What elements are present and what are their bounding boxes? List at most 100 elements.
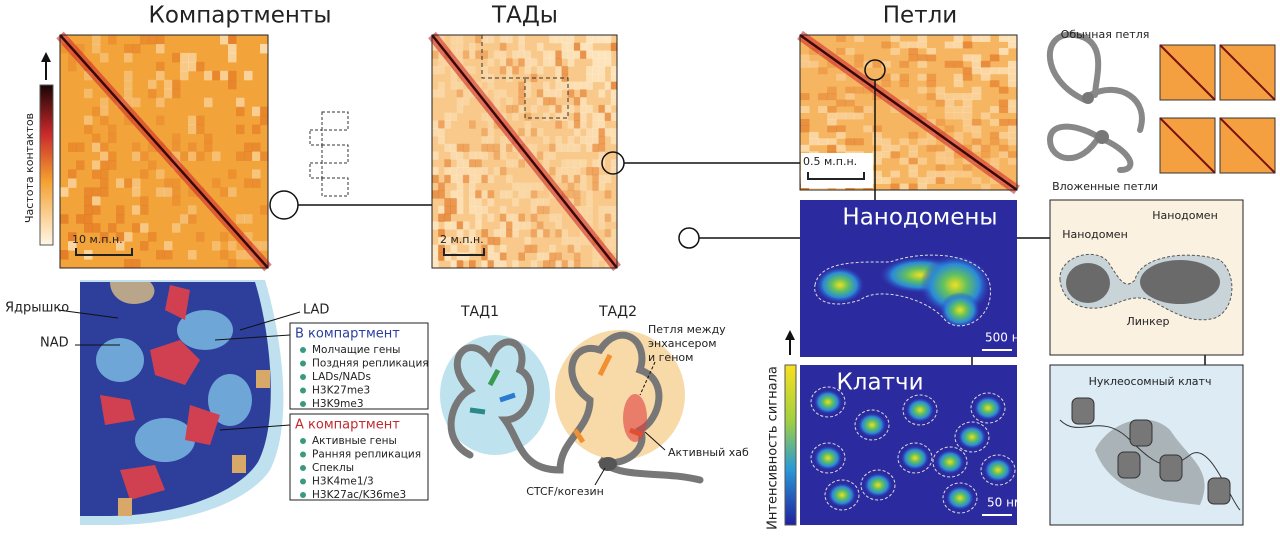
heatmap-cell xyxy=(610,81,618,90)
heatmap-cell xyxy=(536,42,544,52)
heatmap-cell xyxy=(469,205,476,215)
heatmap-cell xyxy=(499,66,507,75)
heatmap-cell xyxy=(148,142,157,152)
heatmap-cell xyxy=(580,205,587,215)
heatmap-cell xyxy=(543,205,550,215)
heatmap-cell xyxy=(438,236,445,246)
heatmap-cell xyxy=(180,70,189,81)
heatmap-cell xyxy=(506,229,513,238)
heatmap-cell xyxy=(971,131,982,139)
heatmap-cell xyxy=(220,250,229,260)
heatmap-cell xyxy=(980,144,991,152)
heatmap-cell xyxy=(890,151,900,159)
heatmap-cell xyxy=(456,260,464,269)
heatmap-cell xyxy=(561,104,569,114)
heatmap-cell xyxy=(610,167,618,176)
heatmap-frame xyxy=(431,34,618,269)
heatmap-cell xyxy=(524,128,532,137)
heatmap-cell xyxy=(481,35,488,44)
mini-diagonal xyxy=(1219,44,1276,101)
heatmap-cell xyxy=(543,89,550,98)
heatmap-cell xyxy=(68,169,77,179)
heatmap-cell xyxy=(172,52,181,63)
heatmap-cell xyxy=(944,106,955,113)
label: Нанодомен xyxy=(1152,209,1218,222)
heatmap-cell xyxy=(971,144,982,152)
heatmap-cell xyxy=(475,174,482,184)
heatmap-cell xyxy=(899,73,909,81)
heatmap-cell xyxy=(438,182,445,191)
heatmap-cell xyxy=(836,144,846,152)
heatmap-cell xyxy=(989,177,1000,185)
heatmap-cell xyxy=(573,260,581,269)
heatmap-cell xyxy=(456,205,464,215)
heatmap-cell xyxy=(944,125,955,133)
heatmap-cell xyxy=(475,205,482,215)
heatmap-cell xyxy=(462,89,470,98)
heatmap-cell xyxy=(475,50,482,59)
heatmap-cell xyxy=(573,42,581,52)
heatmap-cell xyxy=(172,133,181,144)
heatmap-cell xyxy=(1007,157,1018,165)
heatmap-cell xyxy=(475,198,482,207)
heatmap-cell xyxy=(872,93,882,101)
heatmap-cell xyxy=(561,50,569,59)
heatmap-frame xyxy=(59,34,269,269)
heatmap-cell xyxy=(236,124,245,135)
heatmap-cell xyxy=(469,236,476,246)
heatmap-cell xyxy=(598,89,606,98)
heatmap-cell xyxy=(469,66,476,75)
heatmap-cell xyxy=(1007,106,1018,113)
heatmap-cell xyxy=(450,167,458,176)
heatmap-cell xyxy=(188,115,197,126)
heatmap-cell xyxy=(555,260,562,269)
heatmap-cell xyxy=(475,213,482,222)
heatmap-cell xyxy=(555,252,562,261)
heatmap-cell xyxy=(499,143,507,152)
heatmap-cell xyxy=(890,47,900,55)
heatmap-cell xyxy=(462,159,470,168)
heatmap-cell xyxy=(156,43,165,54)
heatmap-cell xyxy=(555,229,562,238)
heatmap-cell xyxy=(481,66,488,75)
list-item: H3K27me3 xyxy=(312,385,370,397)
heatmap-cell xyxy=(469,190,476,199)
heatmap-cell xyxy=(493,151,501,160)
heatmap-cell xyxy=(524,89,532,98)
heatmap-cell xyxy=(899,183,909,191)
heatmap-cell xyxy=(518,50,525,59)
heatmap-cell xyxy=(604,58,612,67)
heatmap-cell xyxy=(543,151,550,160)
heatmap-cell xyxy=(450,42,458,52)
heatmap-cell xyxy=(438,58,445,67)
heatmap-cell xyxy=(68,178,77,188)
heatmap-cell xyxy=(926,73,937,81)
heatmap-cell xyxy=(598,66,606,75)
heatmap-cell xyxy=(116,205,125,215)
heatmap-cell xyxy=(518,81,525,90)
heatmap-cell xyxy=(917,86,928,94)
heatmap-cell xyxy=(836,99,846,107)
heatmap-cell xyxy=(432,260,439,269)
heatmap-cell xyxy=(944,93,955,101)
heatmap-cell xyxy=(487,244,495,253)
heatmap-cell xyxy=(196,124,205,135)
heatmap-cell xyxy=(580,50,587,59)
heatmap-cell xyxy=(953,151,964,159)
heatmap-cell xyxy=(604,50,612,59)
heatmap-cell xyxy=(530,104,538,114)
heatmap-cell xyxy=(512,229,519,238)
heatmap-cell xyxy=(573,190,581,199)
heatmap-cell xyxy=(561,66,569,75)
heatmap-cell xyxy=(561,143,569,152)
heatmap-cell xyxy=(926,170,937,178)
title: ТАДы xyxy=(491,3,558,29)
heatmap-cell xyxy=(598,182,606,191)
heatmap-cell xyxy=(917,177,928,185)
heatmap-cell xyxy=(592,112,599,121)
heatmap-cell xyxy=(604,190,612,199)
heatmap-cell xyxy=(863,106,873,113)
heatmap-cell xyxy=(512,66,519,75)
heatmap-cell xyxy=(156,70,165,81)
label: ТАД2 xyxy=(598,304,637,320)
